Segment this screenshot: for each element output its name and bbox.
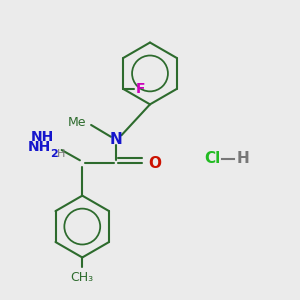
Text: NH: NH <box>31 130 54 144</box>
Text: F: F <box>136 82 146 96</box>
Text: H: H <box>237 151 250 166</box>
Text: 2: 2 <box>50 149 58 159</box>
Text: H: H <box>57 148 65 158</box>
Text: Cl: Cl <box>204 151 221 166</box>
Text: Me: Me <box>68 116 87 128</box>
Text: NH: NH <box>28 140 51 154</box>
Text: N: N <box>110 132 122 147</box>
Text: CH₃: CH₃ <box>71 271 94 284</box>
Text: O: O <box>148 156 161 171</box>
